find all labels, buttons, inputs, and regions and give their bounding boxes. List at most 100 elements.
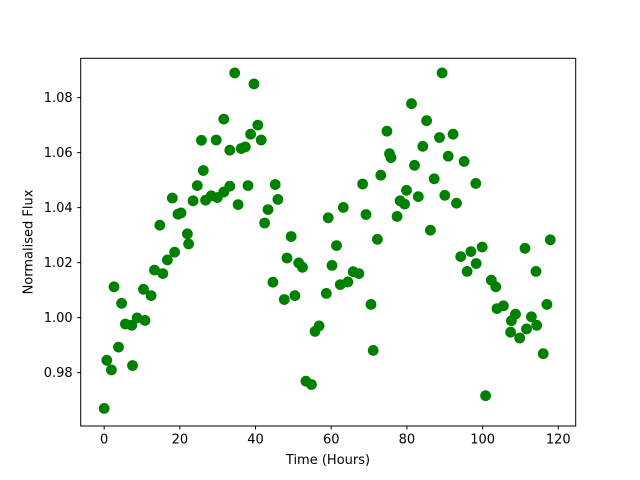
data-point [537, 348, 549, 360]
data-point [498, 300, 509, 312]
data-point [166, 192, 178, 204]
data-point [157, 268, 169, 279]
data-point [210, 134, 222, 146]
data-point [385, 152, 397, 164]
data-point [289, 290, 301, 301]
data-point [272, 194, 284, 205]
x-tick-label: 0 [100, 433, 108, 448]
data-point [248, 78, 260, 90]
data-point [375, 169, 387, 181]
data-point [320, 288, 332, 299]
y-tick-label: 1.06 [44, 146, 73, 161]
data-point [337, 202, 349, 213]
x-axis-label: Time (Hours) [285, 453, 371, 468]
data-point [145, 290, 157, 301]
data-point [480, 390, 491, 402]
data-point [191, 180, 203, 192]
data-point [278, 294, 290, 305]
data-point [139, 315, 151, 326]
data-point [521, 323, 532, 335]
x-tick-label: 80 [399, 433, 416, 448]
plot-frame [80, 57, 577, 427]
data-point [162, 254, 173, 266]
y-tick-label: 0.98 [44, 366, 73, 381]
data-point [514, 332, 526, 344]
data-point [342, 276, 354, 288]
data-point [360, 209, 372, 220]
data-point [406, 98, 417, 110]
data-point [175, 207, 187, 219]
y-tick-label: 1.00 [44, 311, 73, 326]
data-point [412, 191, 424, 203]
data-point [169, 246, 181, 258]
data-point [465, 246, 477, 257]
data-point [428, 173, 440, 185]
data-point [399, 198, 410, 210]
data-point [113, 341, 124, 353]
data-point [458, 156, 470, 167]
data-point [259, 217, 270, 229]
data-point [470, 258, 482, 269]
data-point [455, 251, 467, 262]
y-axis-label: Normalised Flux [21, 189, 37, 295]
data-point [434, 132, 445, 143]
data-point [409, 159, 420, 171]
x-tick-label: 100 [470, 433, 495, 448]
data-point [313, 320, 325, 332]
data-point [461, 266, 473, 277]
data-point [281, 252, 293, 264]
data-point [183, 238, 195, 250]
data-point [262, 204, 274, 216]
data-point [357, 178, 368, 190]
data-point [365, 299, 377, 310]
data-point [154, 219, 166, 231]
data-point [367, 345, 379, 356]
data-point [106, 364, 117, 376]
x-tick-label: 60 [323, 433, 340, 448]
data-point [267, 276, 279, 288]
data-point [245, 128, 256, 140]
data-point [255, 134, 267, 146]
data-point [442, 150, 454, 162]
data-point [127, 360, 138, 371]
data-point [372, 233, 383, 245]
data-point [229, 67, 241, 79]
x-tick-label: 20 [172, 433, 189, 448]
data-point [138, 283, 149, 295]
data-point [224, 180, 236, 192]
data-point [242, 180, 254, 192]
data-point [108, 281, 120, 293]
data-point [232, 199, 244, 211]
data-point [224, 144, 236, 156]
data-point [297, 261, 308, 273]
x-tick-label: 40 [247, 433, 264, 448]
data-point [381, 125, 393, 137]
data-point [541, 299, 553, 310]
data-point [101, 354, 113, 366]
data-point [353, 268, 365, 279]
data-point [116, 297, 127, 309]
data-point [326, 260, 338, 271]
y-tick-label: 1.02 [44, 256, 73, 271]
data-point [505, 326, 516, 338]
data-point [490, 281, 502, 293]
data-point [425, 224, 436, 236]
data-point [470, 178, 482, 189]
data-point [187, 195, 199, 207]
data-point [252, 119, 264, 131]
data-point [149, 264, 160, 276]
data-point [331, 240, 342, 252]
data-point [98, 403, 110, 414]
data-point [526, 311, 537, 323]
data-point [476, 241, 488, 253]
data-point [196, 134, 207, 146]
data-point [510, 308, 521, 320]
data-point [182, 228, 193, 240]
data-point [322, 212, 334, 224]
data-point [197, 165, 209, 176]
data-point [436, 67, 448, 79]
y-tick-label: 1.08 [44, 91, 73, 106]
data-point [391, 211, 403, 222]
